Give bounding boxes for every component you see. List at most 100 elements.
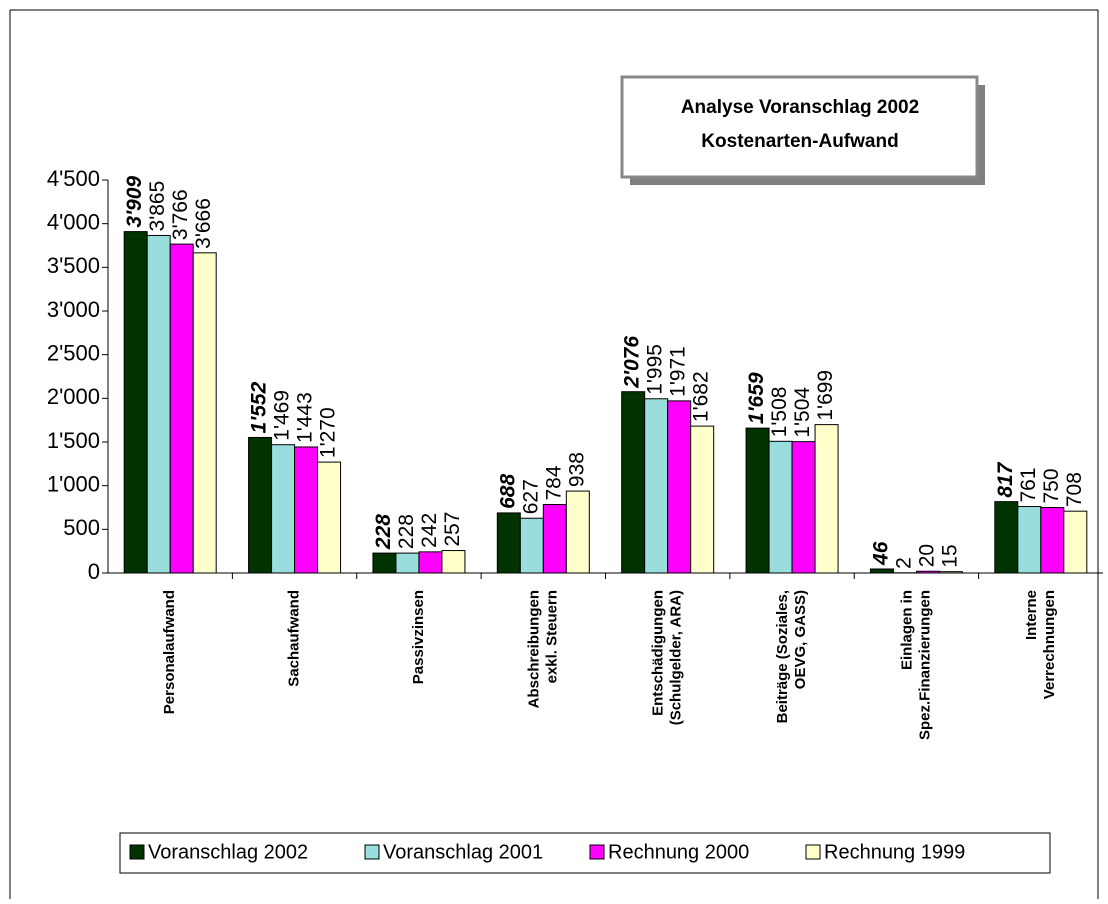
legend-swatch <box>130 845 144 859</box>
x-tick-label: Entschädigungen(Schulgelder, ARA) <box>650 590 685 725</box>
x-tick-label: InterneVerrechnungen <box>1023 590 1058 699</box>
x-tick-label-line: Interne <box>1023 590 1040 640</box>
x-tick-label-line: Spez.Finanzierungen <box>916 590 933 740</box>
y-tick-label: 3'500 <box>47 253 100 278</box>
value-label: 20 <box>915 544 938 567</box>
title-box <box>622 77 977 177</box>
bar <box>520 518 543 573</box>
bar <box>870 569 893 573</box>
x-tick-label-line: Passivzinsen <box>410 590 427 684</box>
x-tick-label-line: Sachaufwand <box>286 590 303 687</box>
value-label: 228 <box>395 514 418 549</box>
x-tick-label: Abschreibungenexkl. Steuern <box>525 590 560 708</box>
bar <box>272 445 295 573</box>
bar <box>691 426 714 573</box>
bar <box>995 502 1018 573</box>
value-label: 817 <box>994 461 1017 497</box>
value-label: 2 <box>892 557 915 569</box>
value-label: 1'552 <box>248 381 271 433</box>
bar <box>792 442 815 573</box>
bar <box>396 553 419 573</box>
legend-label: Rechnung 1999 <box>824 841 965 863</box>
value-label: 708 <box>1063 472 1086 507</box>
bar <box>442 551 465 573</box>
y-tick-label: 1'000 <box>47 471 100 496</box>
x-tick-label: Sachaufwand <box>286 590 303 687</box>
y-tick-label: 1'500 <box>47 428 100 453</box>
legend-label: Rechnung 2000 <box>608 841 749 863</box>
bar <box>1018 507 1041 573</box>
x-tick-label-line: Personalaufwand <box>161 590 178 714</box>
value-label: 1'443 <box>294 392 317 443</box>
bar <box>497 513 520 573</box>
value-label: 46 <box>869 541 892 566</box>
value-label: 1'682 <box>690 371 713 422</box>
bar <box>916 571 939 573</box>
x-tick-label-line: Beiträge (Soziales, <box>774 590 791 723</box>
value-label: 2'076 <box>621 336 644 389</box>
legend-swatch <box>806 845 820 859</box>
value-label: 627 <box>519 479 542 514</box>
bar <box>295 447 318 573</box>
value-label: 750 <box>1040 468 1063 503</box>
value-label: 1'659 <box>745 372 768 424</box>
bar <box>1064 511 1087 573</box>
bar <box>147 235 170 573</box>
y-tick-label: 500 <box>63 515 100 540</box>
x-tick-label-line: (Schulgelder, ARA) <box>668 590 685 725</box>
x-tick-label-line: Abschreibungen <box>525 590 542 708</box>
value-label: 688 <box>496 474 519 509</box>
value-label: 15 <box>938 544 961 567</box>
bar <box>373 553 396 573</box>
value-label: 1'508 <box>768 387 791 438</box>
value-label: 938 <box>565 452 588 487</box>
bar <box>318 462 341 573</box>
x-tick-label: Einlagen inSpez.Finanzierungen <box>898 590 933 740</box>
value-label: 761 <box>1017 467 1040 502</box>
bar <box>815 425 838 573</box>
bar <box>543 505 566 573</box>
value-label: 784 <box>542 465 565 500</box>
bar <box>746 428 769 573</box>
legend-swatch <box>590 845 604 859</box>
bar <box>419 552 442 573</box>
y-tick-label: 4'000 <box>47 209 100 234</box>
y-tick-label: 0 <box>88 559 100 584</box>
bar <box>566 491 589 573</box>
y-tick-label: 3'000 <box>47 297 100 322</box>
chart-title: Analyse Voranschlag 2002 <box>681 97 919 118</box>
value-label: 242 <box>418 513 441 548</box>
value-label: 3'909 <box>123 176 146 228</box>
legend-label: Voranschlag 2001 <box>383 841 543 863</box>
x-tick-label: Beiträge (Soziales,OEVG, GASS) <box>774 590 809 723</box>
x-tick-label-line: exkl. Steuern <box>543 590 560 683</box>
value-label: 3'865 <box>146 181 169 232</box>
value-label: 3'766 <box>169 189 192 240</box>
x-tick-label: Passivzinsen <box>410 590 427 684</box>
x-tick-label-line: Entschädigungen <box>650 590 667 716</box>
bar <box>769 441 792 573</box>
legend-swatch <box>365 845 379 859</box>
bar <box>249 437 272 573</box>
x-tick-label: Personalaufwand <box>161 590 178 714</box>
y-tick-label: 4'500 <box>47 166 100 191</box>
x-tick-label-line: Verrechnungen <box>1041 590 1058 699</box>
value-label: 257 <box>441 512 464 547</box>
value-label: 1'270 <box>317 407 340 458</box>
value-label: 1'699 <box>814 370 837 421</box>
y-tick-label: 2'000 <box>47 384 100 409</box>
y-tick-label: 2'500 <box>47 340 100 365</box>
x-tick-label-line: OEVG, GASS) <box>792 590 809 689</box>
bar <box>124 232 147 573</box>
bar <box>645 399 668 573</box>
bar <box>193 253 216 573</box>
chart-subtitle: Kostenarten-Aufwand <box>701 131 898 152</box>
bar <box>668 401 691 573</box>
value-label: 1'971 <box>667 346 690 397</box>
legend-label: Voranschlag 2002 <box>148 841 308 863</box>
bar <box>939 572 962 573</box>
bar <box>1041 508 1064 574</box>
value-label: 1'504 <box>791 387 814 438</box>
x-tick-label-line: Einlagen in <box>898 590 915 670</box>
